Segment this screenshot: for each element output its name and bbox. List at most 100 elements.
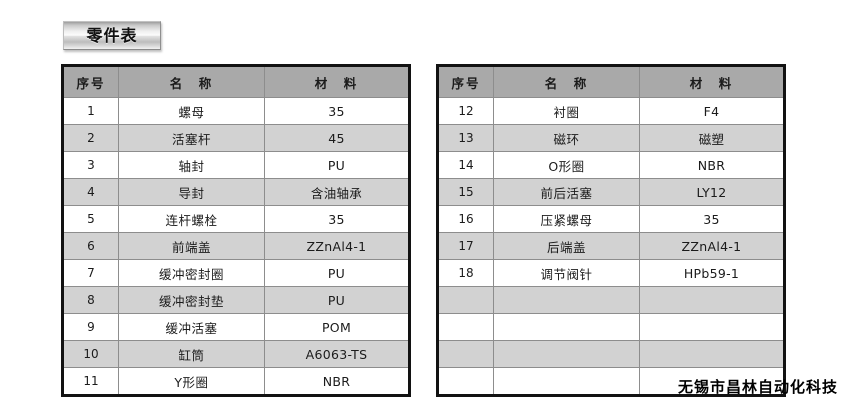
cell-no: 18: [437, 259, 494, 287]
cell-no: 7: [62, 259, 119, 287]
column-header-no: 序号: [437, 65, 494, 98]
cell-material: ZZnAl4-1: [639, 232, 785, 260]
column-header-material: 材 料: [639, 65, 785, 98]
cell-no: [437, 313, 494, 341]
parts-table-left-head: 序号 名 称 材 料: [62, 65, 410, 98]
cell-name: 缓冲活塞: [118, 313, 265, 341]
table-row: [437, 340, 785, 368]
cell-no: 1: [62, 97, 119, 125]
table-row: 7 缓冲密封圈 PU: [62, 259, 410, 287]
cell-material: NBR: [639, 151, 785, 179]
cell-material: [639, 367, 785, 396]
cell-no: [437, 340, 494, 368]
parts-table-right: 序号 名 称 材 料 12 衬圈 F4 13 磁环 磁塑 14 O形圈 NBR 15 前后活塞 LY1…: [436, 64, 786, 397]
cell-no: 5: [62, 205, 119, 233]
table-row: [437, 313, 785, 341]
cell-material: [639, 340, 785, 368]
cell-no: [437, 367, 494, 396]
cell-no: 13: [437, 124, 494, 152]
cell-name: 缸筒: [118, 340, 265, 368]
table-row: 13 磁环 磁塑: [437, 124, 785, 152]
column-header-name: 名 称: [493, 65, 640, 98]
cell-name: 前端盖: [118, 232, 265, 260]
cell-no: 11: [62, 367, 119, 396]
cell-name: [493, 340, 640, 368]
cell-name: 螺母: [118, 97, 265, 125]
cell-name: 调节阀针: [493, 259, 640, 287]
table-row: 6 前端盖 ZZnAl4-1: [62, 232, 410, 260]
cell-no: 9: [62, 313, 119, 341]
table-row: 11 Y形圈 NBR: [62, 367, 410, 396]
column-header-no: 序号: [62, 65, 119, 98]
table-row: 16 压紧螺母 35: [437, 205, 785, 233]
cell-no: [437, 286, 494, 314]
cell-no: 16: [437, 205, 494, 233]
table-row: 14 O形圈 NBR: [437, 151, 785, 179]
cell-no: 4: [62, 178, 119, 206]
cell-name: 后端盖: [493, 232, 640, 260]
cell-material: NBR: [264, 367, 410, 396]
cell-name: 导封: [118, 178, 265, 206]
cell-name: 轴封: [118, 151, 265, 179]
table-row: 12 衬圈 F4: [437, 97, 785, 125]
cell-material: LY12: [639, 178, 785, 206]
table-row: 9 缓冲活塞 POM: [62, 313, 410, 341]
cell-no: 10: [62, 340, 119, 368]
cell-name: 缓冲密封垫: [118, 286, 265, 314]
cell-name: Y形圈: [118, 367, 265, 396]
column-header-material: 材 料: [264, 65, 410, 98]
cell-material: 35: [639, 205, 785, 233]
table-row: 4 导封 含油轴承: [62, 178, 410, 206]
table-row: 1 螺母 35: [62, 97, 410, 125]
cell-no: 15: [437, 178, 494, 206]
cell-no: 8: [62, 286, 119, 314]
table-row: 18 调节阀针 HPb59-1: [437, 259, 785, 287]
cell-material: ZZnAl4-1: [264, 232, 410, 260]
table-row: 17 后端盖 ZZnAl4-1: [437, 232, 785, 260]
table-header-row: 序号 名 称 材 料: [437, 65, 785, 98]
cell-name: 缓冲密封圈: [118, 259, 265, 287]
cell-material: 45: [264, 124, 410, 152]
cell-name: 活塞杆: [118, 124, 265, 152]
cell-material: PU: [264, 286, 410, 314]
cell-no: 3: [62, 151, 119, 179]
cell-material: 35: [264, 205, 410, 233]
cell-material: POM: [264, 313, 410, 341]
cell-material: 含油轴承: [264, 178, 410, 206]
parts-table-right-head: 序号 名 称 材 料: [437, 65, 785, 98]
cell-no: 6: [62, 232, 119, 260]
cell-name: [493, 286, 640, 314]
cell-material: PU: [264, 259, 410, 287]
table-header-row: 序号 名 称 材 料: [62, 65, 410, 98]
cell-name: 压紧螺母: [493, 205, 640, 233]
cell-material: [639, 286, 785, 314]
table-row: 3 轴封 PU: [62, 151, 410, 179]
table-row: [437, 367, 785, 396]
cell-material: A6063-TS: [264, 340, 410, 368]
cell-name: [493, 313, 640, 341]
column-header-name: 名 称: [118, 65, 265, 98]
cell-material: PU: [264, 151, 410, 179]
cell-material: 磁塑: [639, 124, 785, 152]
cell-name: 连杆螺栓: [118, 205, 265, 233]
cell-name: 前后活塞: [493, 178, 640, 206]
cell-name: 衬圈: [493, 97, 640, 125]
cell-no: 14: [437, 151, 494, 179]
cell-no: 2: [62, 124, 119, 152]
cell-no: 17: [437, 232, 494, 260]
table-row: 10 缸筒 A6063-TS: [62, 340, 410, 368]
footer-company-name: 无锡市昌林自动化科技: [677, 378, 838, 396]
cell-name: O形圈: [493, 151, 640, 179]
cell-no: 12: [437, 97, 494, 125]
parts-table-left: 序号 名 称 材 料 1 螺母 35 2 活塞杆 45 3 轴封 PU 4 导封 含油轴承 5 连杆螺栓 3…: [61, 64, 411, 397]
table-row: 8 缓冲密封垫 PU: [62, 286, 410, 314]
parts-list-title-plaque: 零件表: [63, 21, 161, 50]
parts-table-left-body: 1 螺母 35 2 活塞杆 45 3 轴封 PU 4 导封 含油轴承 5 连杆螺栓 35 6 前端盖 ZZnAl4…: [62, 97, 410, 396]
cell-material: F4: [639, 97, 785, 125]
page-title: 零件表: [86, 25, 138, 45]
table-row: 2 活塞杆 45: [62, 124, 410, 152]
cell-material: [639, 313, 785, 341]
table-row: [437, 286, 785, 314]
table-row: 5 连杆螺栓 35: [62, 205, 410, 233]
table-row: 15 前后活塞 LY12: [437, 178, 785, 206]
